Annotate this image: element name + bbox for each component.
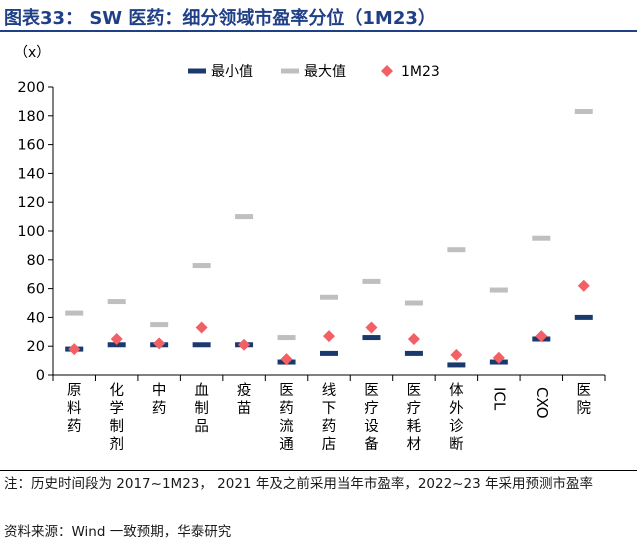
marker-max	[65, 310, 84, 316]
marker-max	[320, 294, 338, 300]
marker-current	[492, 351, 505, 364]
legend-label: 最大值	[304, 64, 346, 80]
y-axis-unit-label: （x）	[14, 45, 50, 61]
marker-current	[577, 279, 590, 292]
chart: （x） 0 20 40 60 80 100 120 140 160 180 200 原料药 化学制剂 中药血…	[14, 45, 606, 453]
category-label: 线下药店	[322, 382, 337, 453]
title-bar: 图表33： SW 医药：细分领域市盈率分位（1M23）	[0, 0, 637, 32]
marker-max	[192, 263, 211, 269]
marker-current	[280, 353, 293, 366]
category-label: 医疗耗材	[407, 383, 422, 453]
marker-max	[532, 235, 551, 241]
legend-swatch	[381, 65, 393, 77]
y-tick-label: 40	[27, 310, 45, 326]
marker-max	[447, 247, 466, 253]
marker-current	[407, 333, 420, 345]
legend-swatch	[188, 68, 206, 74]
chart-note: 注：历史时间段为 2017~1M23， 2021 年及之前采用当年市盈率，202…	[4, 476, 593, 492]
marker-max	[404, 300, 423, 306]
marker-min	[362, 335, 381, 341]
y-tick-label: 180	[17, 109, 45, 125]
marker-current	[68, 343, 81, 356]
marker-current	[450, 348, 463, 361]
y-tick-label: 60	[27, 282, 45, 298]
marker-min	[404, 350, 423, 356]
footer-divider	[0, 470, 637, 471]
category-label: 体外诊断	[449, 382, 464, 453]
marker-max	[107, 299, 126, 305]
y-tick-label: 100	[17, 224, 45, 240]
marker-min	[574, 314, 593, 320]
y-tick-label: 200	[17, 80, 45, 96]
category-label: 化学制剂	[109, 382, 124, 453]
y-tick-label: 80	[27, 253, 45, 269]
category-label: ICL	[490, 387, 508, 411]
marker-current	[535, 330, 548, 343]
legend-label: 最小值	[211, 64, 253, 80]
marker-current	[365, 321, 378, 334]
marker-max	[362, 278, 381, 284]
marker-max	[150, 322, 169, 328]
category-label: CXO	[533, 387, 551, 419]
category-label: 血制品	[194, 382, 209, 435]
y-tick-label: 120	[17, 195, 45, 211]
marker-current	[195, 321, 208, 334]
marker-min	[320, 350, 338, 356]
y-tick-label: 20	[27, 339, 45, 355]
marker-current	[110, 333, 123, 345]
y-tick-label: 0	[36, 368, 45, 384]
category-label: 中药	[152, 382, 167, 417]
y-tick-label: 140	[17, 166, 45, 182]
chart-source: 资料来源：Wind 一致预期，华泰研究	[4, 524, 232, 540]
category-label: 医院	[577, 383, 592, 417]
marker-max	[235, 214, 254, 220]
y-tick-label: 160	[17, 138, 45, 154]
marker-max	[489, 287, 508, 293]
category-label: 原料药	[67, 383, 82, 435]
legend-label: 1M23	[401, 64, 440, 80]
marker-current	[238, 338, 251, 351]
marker-current	[153, 337, 166, 350]
category-label: 医疗设备	[364, 383, 379, 453]
legend-swatch	[281, 68, 299, 74]
category-label: 疫苗	[237, 382, 252, 417]
marker-min	[192, 342, 211, 348]
marker-current	[323, 330, 335, 343]
category-label: 医药流通	[279, 383, 294, 453]
figure-title: 图表33： SW 医药：细分领域市盈率分位（1M23）	[4, 8, 436, 29]
marker-min	[447, 362, 466, 368]
marker-max	[277, 335, 296, 341]
marker-max	[574, 108, 593, 114]
